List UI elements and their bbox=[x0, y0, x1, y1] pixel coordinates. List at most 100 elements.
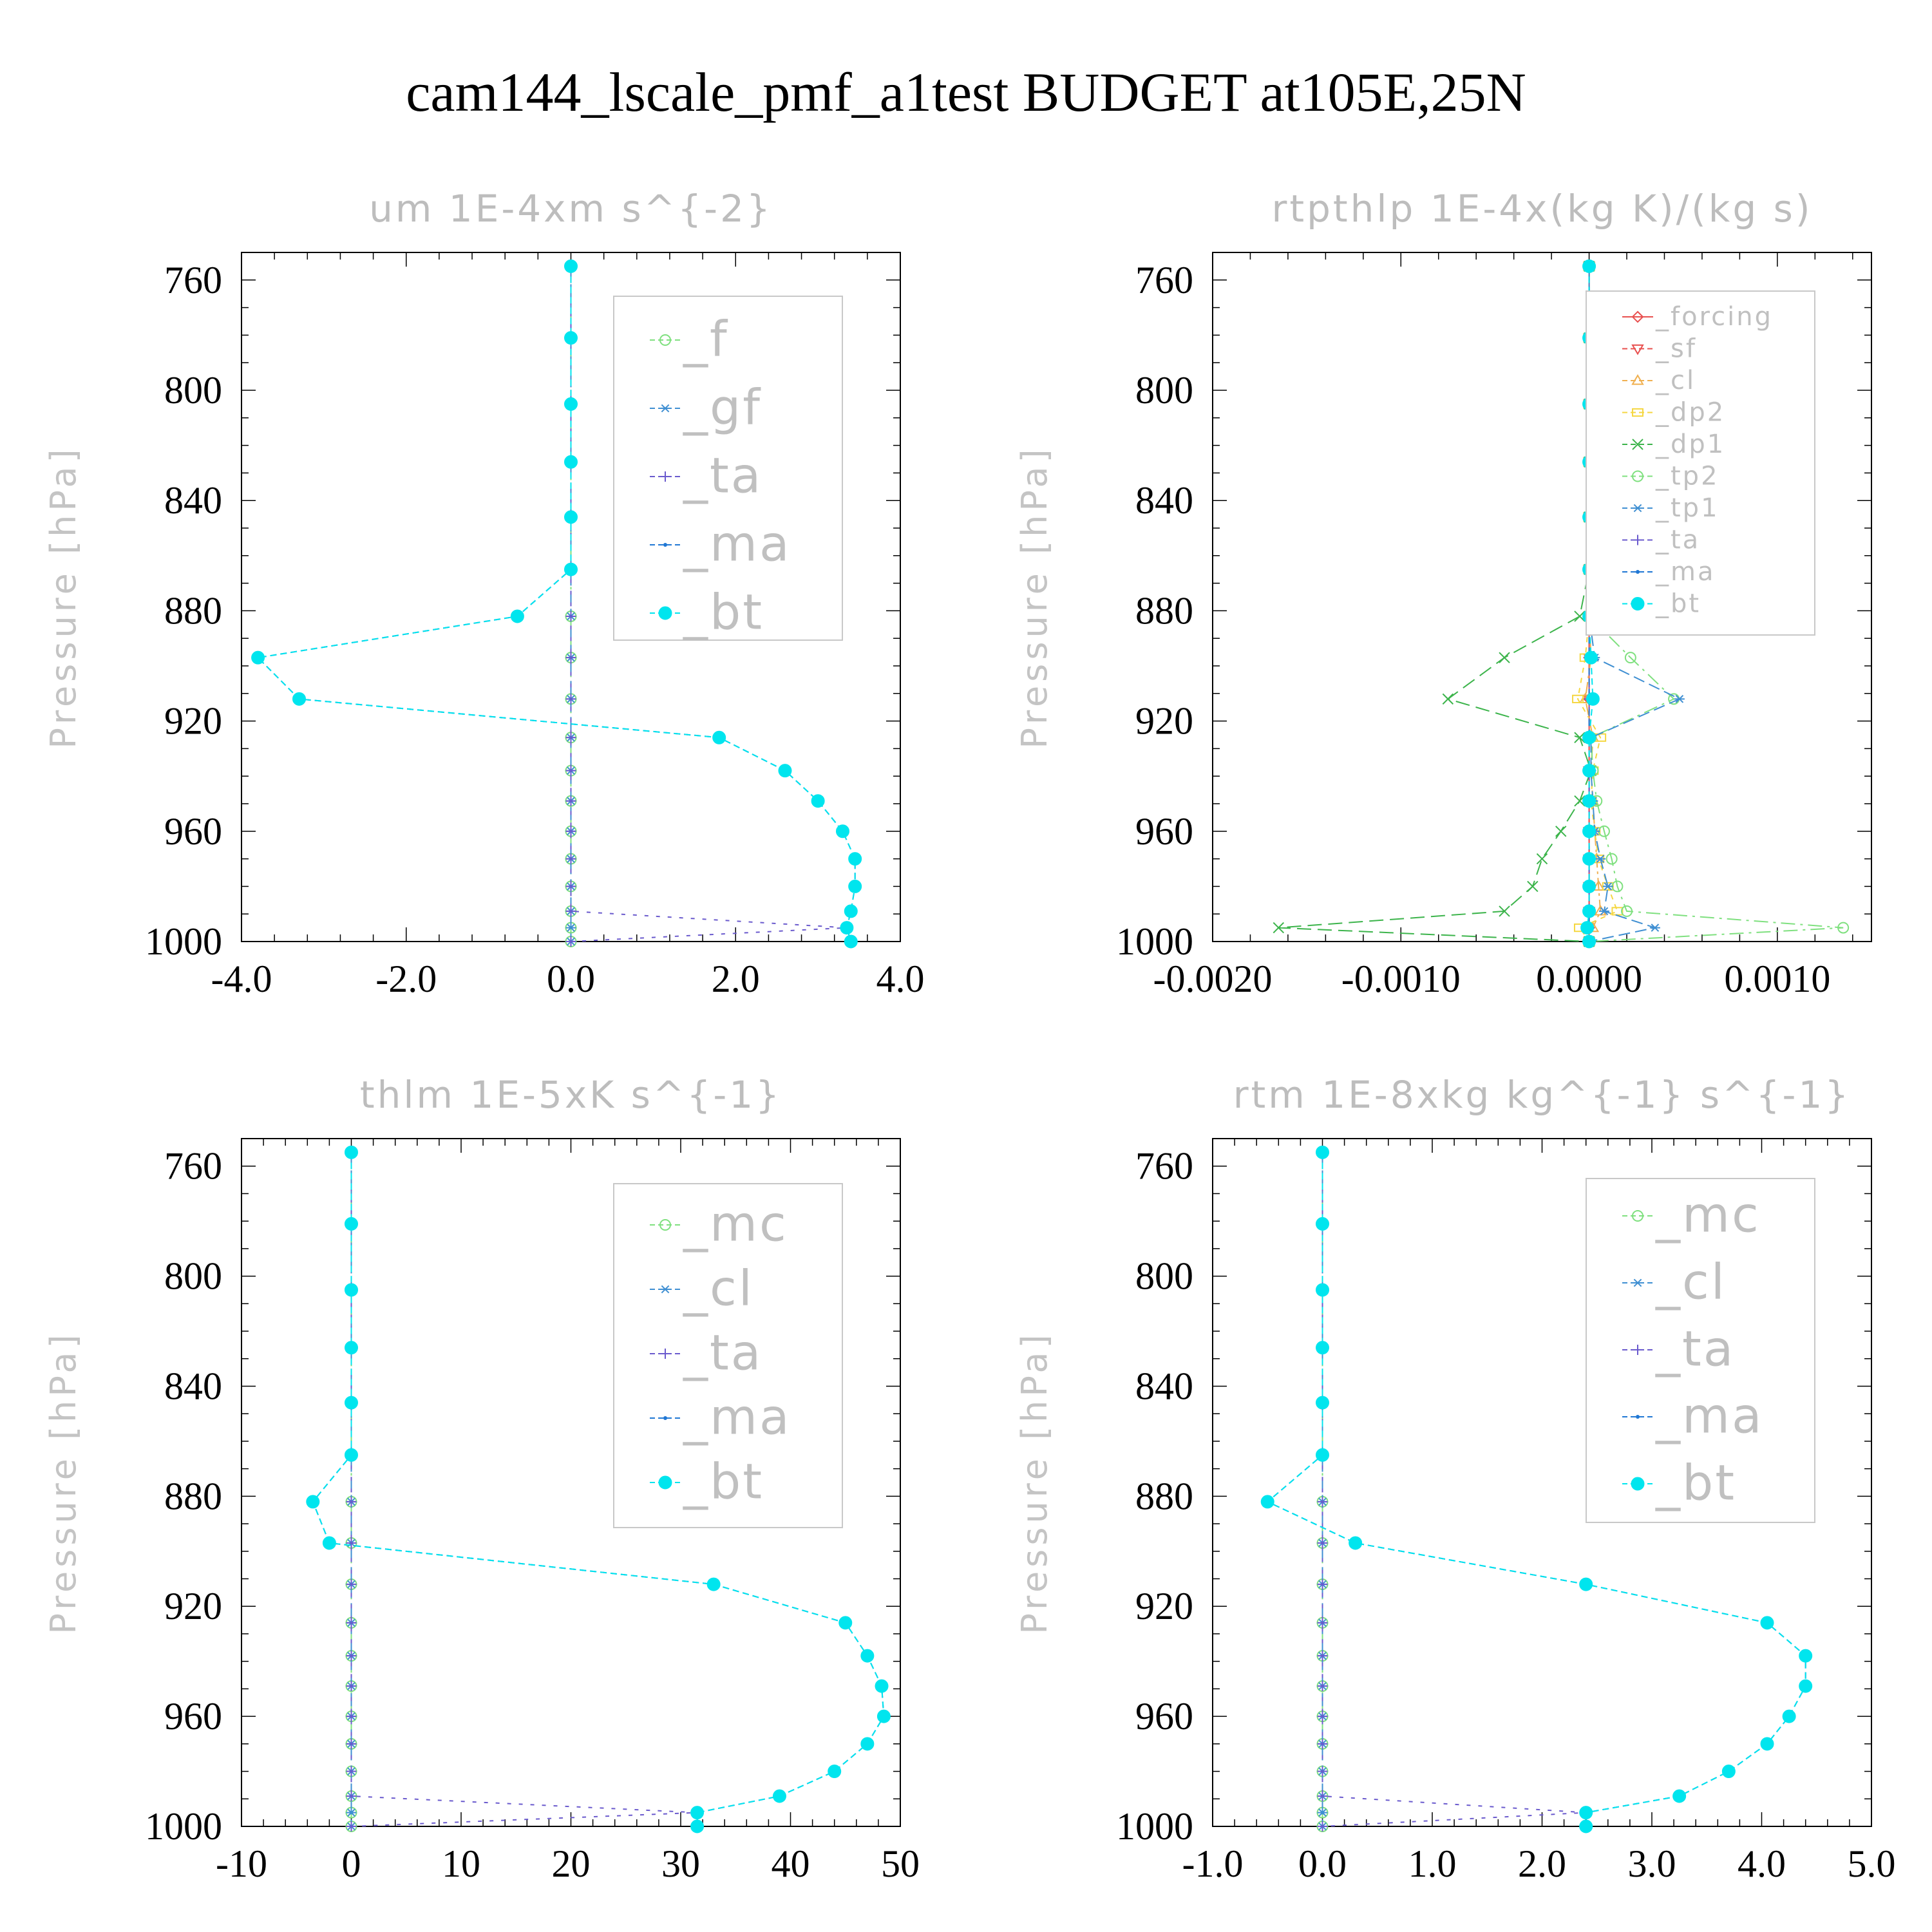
legend-marker bbox=[1633, 1345, 1643, 1355]
figure-title: cam144_lscale_pmf_a1test BUDGET at105E,2… bbox=[406, 61, 1526, 123]
legend-label: _ta bbox=[1655, 525, 1700, 554]
y-tick-label: 880 bbox=[164, 1475, 222, 1517]
data-point bbox=[1316, 1341, 1329, 1355]
data-point bbox=[565, 795, 576, 806]
series-line bbox=[312, 1152, 885, 1826]
legend-label: _bt bbox=[1655, 589, 1701, 618]
data-point bbox=[778, 764, 792, 778]
data-point bbox=[1579, 1577, 1593, 1591]
data-point bbox=[772, 1789, 786, 1803]
data-point bbox=[564, 259, 578, 273]
data-point bbox=[346, 1766, 357, 1777]
y-tick-label: 880 bbox=[1135, 1475, 1193, 1517]
data-point bbox=[346, 1738, 357, 1749]
data-point bbox=[346, 1681, 357, 1692]
data-point bbox=[564, 331, 578, 345]
panel-1: um 1E-4xm s^{-2} Pressure [hPa] -4.0 -2.0 0.… bbox=[43, 187, 925, 1000]
data-point bbox=[345, 1217, 358, 1231]
data-point bbox=[510, 609, 524, 623]
y-tick-label: 840 bbox=[164, 479, 222, 522]
y-tick-label: 960 bbox=[1135, 810, 1193, 853]
y-tick-label: 960 bbox=[1135, 1695, 1193, 1738]
data-point bbox=[1592, 880, 1605, 891]
data-point bbox=[1582, 904, 1596, 918]
data-point bbox=[1317, 1766, 1328, 1777]
x-tick-label: -2.0 bbox=[375, 958, 437, 1000]
legend-box bbox=[613, 1183, 843, 1528]
x-tick-label: 0.0000 bbox=[1536, 958, 1642, 1000]
data-point bbox=[345, 1448, 358, 1462]
y-tick-label: 840 bbox=[164, 1365, 222, 1407]
data-point bbox=[346, 1791, 357, 1802]
data-point bbox=[1605, 853, 1618, 865]
data-point bbox=[565, 732, 576, 743]
x-tick-label: 4.0 bbox=[876, 958, 925, 1000]
legend: _mc _cl _ta _ma _bt bbox=[613, 1183, 843, 1528]
data-point bbox=[1799, 1649, 1813, 1663]
legend: _forcing_sf _cl_dp2 _dp1_tp2_tp1_ta _ma_bt bbox=[1586, 290, 1815, 636]
data-point bbox=[565, 905, 576, 916]
series-dp1 bbox=[1273, 260, 1597, 947]
y-tick-label: 1000 bbox=[145, 1805, 222, 1848]
data-point bbox=[565, 652, 576, 663]
data-point bbox=[1273, 922, 1285, 934]
data-point bbox=[1317, 1537, 1328, 1548]
data-point bbox=[1536, 853, 1548, 865]
series-line bbox=[1266, 1152, 1806, 1826]
y-tick-label: 1000 bbox=[145, 920, 222, 963]
legend-label: _gf bbox=[683, 378, 762, 435]
data-point bbox=[346, 1537, 357, 1548]
x-tick-label: -0.0020 bbox=[1153, 958, 1273, 1000]
data-point bbox=[564, 510, 578, 524]
x-tick-label: 10 bbox=[442, 1842, 480, 1885]
data-point bbox=[345, 1396, 358, 1410]
data-point bbox=[1574, 611, 1586, 622]
x-tick-label: 4.0 bbox=[1738, 1842, 1786, 1885]
y-tick-label: 920 bbox=[164, 700, 222, 743]
legend: _f _gf _ta _ma _bt bbox=[613, 296, 843, 641]
x-tick-label: 40 bbox=[772, 1842, 810, 1885]
legend-marker bbox=[660, 1349, 670, 1359]
data-point bbox=[1316, 1217, 1329, 1231]
data-point bbox=[565, 853, 576, 864]
x-tick-label: 0 bbox=[342, 1842, 361, 1885]
data-point bbox=[1582, 730, 1596, 744]
data-point bbox=[1579, 1806, 1593, 1820]
legend-marker bbox=[1631, 310, 1644, 323]
x-tick-label: 50 bbox=[881, 1842, 920, 1885]
legend-label: _ta bbox=[1655, 1320, 1735, 1377]
data-point bbox=[292, 692, 307, 706]
legend-label: _cl bbox=[1655, 1253, 1727, 1310]
y-axis-label: Pressure [hPa] bbox=[1014, 1331, 1055, 1634]
data-point bbox=[565, 611, 576, 621]
data-point bbox=[1782, 1709, 1796, 1723]
x-tick-label: 2.0 bbox=[712, 958, 760, 1000]
data-point bbox=[1672, 1789, 1687, 1803]
x-tick-label: 20 bbox=[552, 1842, 591, 1885]
data-point bbox=[844, 934, 858, 949]
data-point bbox=[1598, 907, 1609, 916]
data-point bbox=[1572, 694, 1584, 703]
data-point bbox=[1317, 1681, 1328, 1692]
x-tick-label: 3.0 bbox=[1628, 1842, 1676, 1885]
plot-frame bbox=[1212, 252, 1872, 942]
data-point bbox=[1624, 652, 1636, 664]
y-tick-label: 960 bbox=[164, 1695, 222, 1738]
data-point bbox=[1611, 907, 1624, 916]
data-point bbox=[1760, 1616, 1774, 1630]
legend-marker bbox=[663, 1416, 667, 1420]
legend-label: _sf bbox=[1655, 334, 1697, 363]
panel-2: rtpthlp 1E-4x(kg K)/(kg s) Pressure [hPa]… bbox=[1014, 187, 1872, 1000]
legend-label: _mc bbox=[683, 1195, 788, 1252]
legend-label: _ma bbox=[683, 515, 791, 572]
y-tick-label: 880 bbox=[164, 589, 222, 632]
data-point bbox=[1582, 934, 1596, 949]
data-point bbox=[1317, 1711, 1328, 1722]
legend-marker bbox=[660, 404, 670, 413]
y-tick-label: 800 bbox=[1135, 1255, 1193, 1298]
series-line bbox=[1321, 1152, 1586, 1827]
data-point bbox=[690, 1806, 705, 1820]
data-point bbox=[1760, 1737, 1774, 1751]
data-point bbox=[1442, 693, 1454, 705]
data-point bbox=[322, 1536, 336, 1550]
